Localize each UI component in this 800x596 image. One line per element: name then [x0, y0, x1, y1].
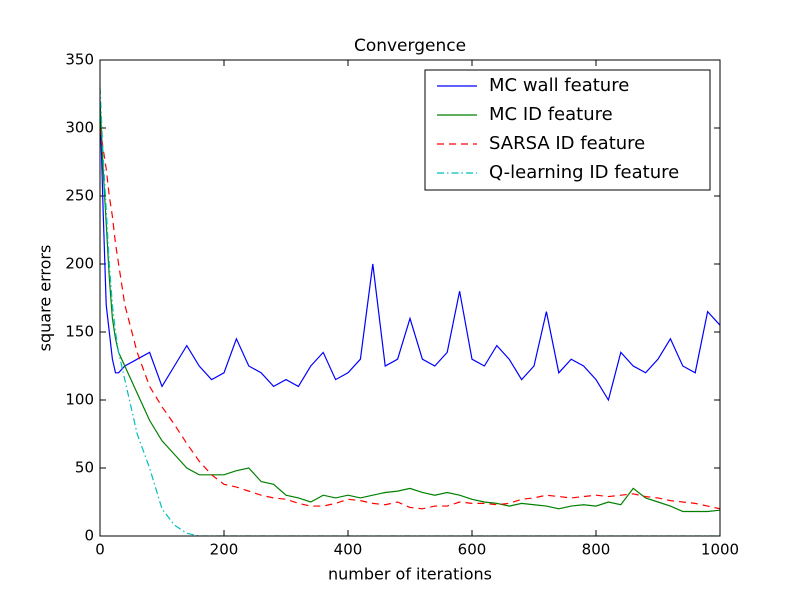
y-tick-label: 300 [65, 119, 94, 137]
x-tick-label: 800 [582, 541, 611, 559]
y-tick-label: 200 [65, 255, 94, 273]
y-tick-label: 350 [65, 51, 94, 69]
y-axis-label: square errors [36, 245, 55, 352]
legend-label: MC ID feature [489, 104, 613, 125]
plot-frame [99, 59, 721, 537]
y-tick-label: 50 [75, 459, 94, 477]
x-tick-label: 0 [95, 541, 105, 559]
x-axis-label: number of iterations [328, 565, 492, 584]
x-tick-label: 400 [334, 541, 363, 559]
legend-label: MC wall feature [489, 75, 629, 96]
legend-label: Q-learning ID feature [489, 162, 679, 183]
legend-label: SARSA ID feature [489, 133, 645, 154]
series-line [100, 127, 720, 510]
series-line [100, 100, 720, 513]
chart-title: Convergence [354, 36, 466, 56]
x-tick-label: 600 [458, 541, 487, 559]
y-tick-label: 250 [65, 187, 94, 205]
y-tick-label: 100 [65, 391, 94, 409]
y-tick-label: 150 [65, 323, 94, 341]
series-line [100, 87, 720, 536]
legend-box [424, 69, 711, 191]
x-tick-label: 1000 [701, 541, 739, 559]
x-tick-label: 200 [210, 541, 239, 559]
y-tick-label: 0 [84, 527, 94, 545]
series-line [100, 100, 720, 402]
